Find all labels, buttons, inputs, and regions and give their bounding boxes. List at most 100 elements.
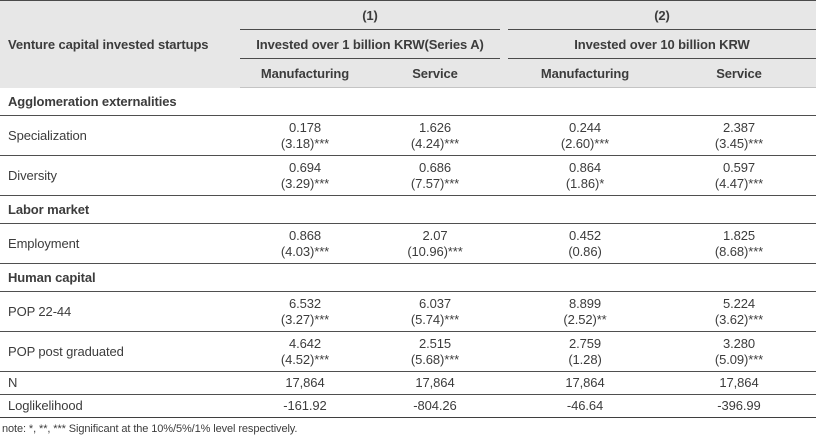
value-cell: 0.694 (3.29)*** (240, 156, 370, 196)
value-cell: 0.452 (0.86) (508, 224, 662, 264)
stat-cell: 17,864 (415, 375, 455, 390)
value-cell: 1.825 (8.68)*** (662, 224, 816, 264)
value-cell: 4.642 (4.52)*** (240, 332, 370, 372)
gap-cell (500, 156, 508, 196)
row-pop-22-44: POP 22-44 6.532 (3.27)*** 6.037 (5.74)**… (0, 292, 816, 332)
group1-number: (1) (240, 0, 500, 30)
coefficient: 2.759 (568, 335, 602, 351)
t-statistic: (3.29)*** (280, 175, 330, 191)
row-label: Specialization (8, 127, 87, 143)
coefficient: 0.452 (568, 227, 602, 243)
t-statistic: (0.86) (568, 243, 602, 259)
t-statistic: (5.09)*** (714, 351, 764, 367)
regression-results-table: Venture capital invested startups (1) (2… (0, 0, 816, 418)
coefficient: 3.280 (722, 335, 756, 351)
group2-manufacturing-header: Manufacturing (508, 58, 662, 88)
section-header-label: Agglomeration externalities (8, 93, 177, 109)
value-cell: 8.899 (2.52)** (508, 292, 662, 332)
value-cell: 0.178 (3.18)*** (240, 116, 370, 156)
table-body: Agglomeration externalities Specializati… (0, 88, 816, 418)
row-label: Employment (8, 235, 80, 251)
value-cell: 0.868 (4.03)*** (240, 224, 370, 264)
value-cell: 2.07 (10.96)*** (370, 224, 500, 264)
value-cell: 1.626 (4.24)*** (370, 116, 500, 156)
significance-note: note: *, **, *** Significant at the 10%/… (2, 422, 298, 435)
row-loglikelihood: Loglikelihood -161.92 -804.26 -46.64 -39… (0, 394, 816, 418)
section-agglomeration-externalities: Agglomeration externalities (0, 88, 816, 116)
t-statistic: (3.62)*** (714, 311, 764, 327)
group1-title: Invested over 1 billion KRW(Series A) (240, 29, 500, 59)
group1-service-header: Service (370, 58, 500, 88)
section-human-capital: Human capital (0, 264, 816, 292)
section-labor-market: Labor market (0, 196, 816, 224)
value-cell: 0.244 (2.60)*** (508, 116, 662, 156)
coefficient: 6.037 (418, 295, 452, 311)
row-label: N (8, 375, 18, 390)
row-label: Diversity (8, 167, 57, 183)
row-specialization: Specialization 0.178 (3.18)*** 1.626 (4.… (0, 116, 816, 156)
group2-title: Invested over 10 billion KRW (508, 29, 816, 59)
value-cell: 2.387 (3.45)*** (662, 116, 816, 156)
header-row-group-titles: Invested over 1 billion KRW(Series A) In… (0, 29, 816, 59)
coefficient: 2.387 (722, 119, 756, 135)
coefficient: 1.626 (418, 119, 452, 135)
coefficient: 0.686 (418, 159, 452, 175)
t-statistic: (3.18)*** (280, 135, 330, 151)
value-cell: 6.037 (5.74)*** (370, 292, 500, 332)
coefficient: 6.532 (288, 295, 322, 311)
value-cell: 3.280 (5.09)*** (662, 332, 816, 372)
group2-service-header: Service (662, 58, 816, 88)
value-cell: 5.224 (3.62)*** (662, 292, 816, 332)
section-header-label: Human capital (8, 269, 96, 285)
group1-manufacturing-header: Manufacturing (240, 58, 370, 88)
t-statistic: (4.52)*** (280, 351, 330, 367)
coefficient: 2.515 (418, 335, 452, 351)
value-cell: 2.515 (5.68)*** (370, 332, 500, 372)
value-cell: 6.532 (3.27)*** (240, 292, 370, 332)
t-statistic: (4.47)*** (714, 175, 764, 191)
t-statistic: (5.74)*** (410, 311, 460, 327)
coefficient: 0.694 (288, 159, 322, 175)
coefficient: 2.07 (422, 227, 448, 243)
gap-cell (500, 372, 508, 395)
t-statistic: (2.60)*** (560, 135, 610, 151)
t-statistic: (10.96)*** (407, 243, 463, 259)
gap-cell (500, 116, 508, 156)
value-cell: 2.759 (1.28) (508, 332, 662, 372)
stat-cell: -46.64 (566, 397, 604, 413)
coefficient: 8.899 (568, 295, 602, 311)
gap-cell (500, 394, 508, 417)
t-statistic: (7.57)*** (410, 175, 460, 191)
coefficient: 0.597 (722, 159, 756, 175)
gap-cell (500, 224, 508, 264)
coefficient: 0.178 (288, 119, 322, 135)
t-statistic: (5.68)*** (410, 351, 460, 367)
row-label: Loglikelihood (8, 397, 83, 413)
group2-number: (2) (508, 0, 816, 30)
gap-cell (500, 332, 508, 372)
t-statistic: (1.28) (568, 351, 602, 367)
table-header: Venture capital invested startups (1) (2… (0, 0, 816, 88)
header-row-group-numbers: Venture capital invested startups (1) (2… (0, 0, 816, 88)
stat-cell: 17,864 (565, 375, 605, 390)
coefficient: 4.642 (288, 335, 322, 351)
gap-cell (500, 292, 508, 332)
section-header-label: Labor market (8, 201, 90, 217)
value-cell: 0.597 (4.47)*** (662, 156, 816, 196)
header-gap-spacer (500, 58, 508, 88)
coefficient: 0.864 (568, 159, 602, 175)
value-cell: 0.864 (1.86)* (508, 156, 662, 196)
t-statistic: (4.03)*** (280, 243, 330, 259)
t-statistic: (3.27)*** (280, 311, 330, 327)
t-statistic: (8.68)*** (714, 243, 764, 259)
row-n: N 17,864 17,864 17,864 17,864 (0, 372, 816, 395)
coefficient: 5.224 (722, 295, 756, 311)
row-label: POP post graduated (8, 343, 124, 359)
corner-header-label: Venture capital invested startups (0, 0, 240, 88)
coefficient: 0.868 (288, 227, 322, 243)
t-statistic: (4.24)*** (410, 135, 460, 151)
t-statistic: (1.86)* (565, 175, 605, 191)
row-employment: Employment 0.868 (4.03)*** 2.07 (10.96)*… (0, 224, 816, 264)
row-label: POP 22-44 (8, 303, 72, 319)
